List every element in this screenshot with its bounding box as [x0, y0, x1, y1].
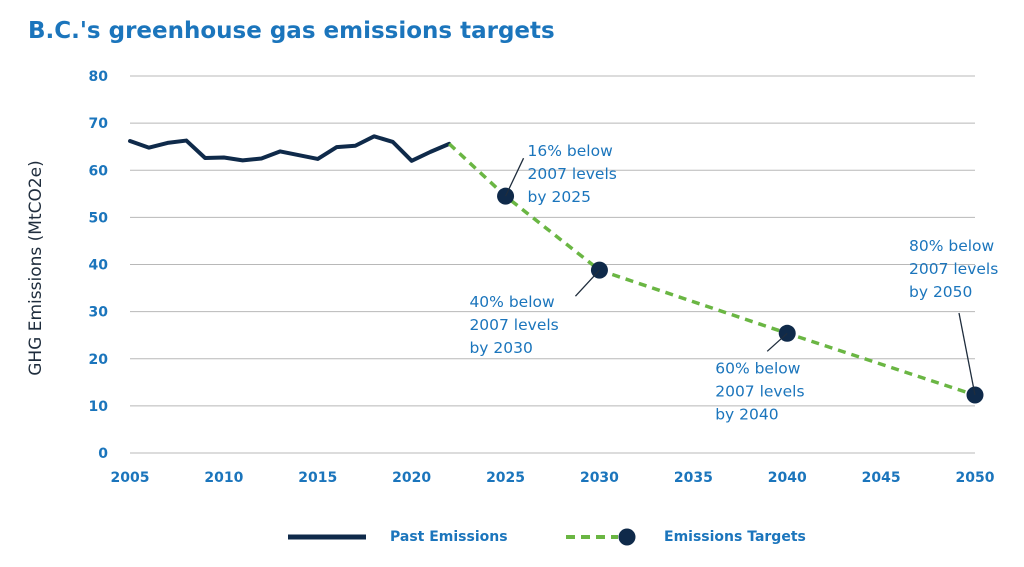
- annotation-line-2025-0: 16% below: [528, 142, 614, 160]
- x-axis-ticks: 2005 2010 2015 2020 2025 2030 2035 2040 2045 2050: [111, 470, 995, 486]
- annotation-leader-2030: [574, 269, 600, 297]
- legend: Past Emissions Emissions Targets: [288, 528, 806, 546]
- annotations: 16% below 2007 levels by 2025 40% below 2007…: [469, 142, 998, 423]
- annotation-text-2040: 60% below 2007 levels by 2040: [715, 359, 804, 423]
- y-tick-label-60: 60: [89, 163, 109, 179]
- legend-label-past-emissions: Past Emissions: [390, 529, 508, 545]
- annotation-line-2040-2: by 2040: [715, 405, 778, 423]
- legend-item-past-emissions: Past Emissions: [288, 529, 508, 545]
- y-tick-label-30: 30: [89, 305, 109, 321]
- y-axis-label: GHG Emissions (MtCO2e): [26, 160, 46, 376]
- x-tick-label-2045: 2045: [862, 470, 901, 486]
- annotation-text-2030: 40% below 2007 levels by 2030: [469, 293, 558, 357]
- y-tick-label-0: 0: [98, 446, 108, 462]
- annotation-leader-2025: [504, 157, 525, 197]
- x-tick-label-2010: 2010: [204, 470, 243, 486]
- x-tick-label-2035: 2035: [674, 470, 713, 486]
- annotation-2050: 80% below 2007 levels by 2050: [909, 237, 998, 396]
- annotation-line-2030-0: 40% below: [469, 293, 555, 311]
- y-tick-label-20: 20: [89, 352, 109, 368]
- x-tick-label-2040: 2040: [768, 470, 807, 486]
- x-tick-label-2005: 2005: [111, 470, 150, 486]
- annotation-leader-2040: [766, 332, 788, 352]
- y-axis-ticks: 0 10 20 30 40 50 60 70 80: [89, 69, 109, 462]
- annotation-line-2030-1: 2007 levels: [469, 316, 558, 334]
- legend-marker-emissions-targets: [618, 528, 636, 546]
- legend-item-emissions-targets: Emissions Targets: [566, 528, 806, 546]
- x-tick-label-2025: 2025: [486, 470, 525, 486]
- y-tick-label-50: 50: [89, 210, 109, 226]
- annotation-line-2050-0: 80% below: [909, 237, 995, 255]
- annotation-2040: 60% below 2007 levels by 2040: [715, 332, 805, 423]
- y-tick-label-40: 40: [89, 258, 109, 274]
- legend-label-emissions-targets: Emissions Targets: [664, 529, 806, 545]
- annotation-leader-2050: [958, 312, 976, 396]
- annotation-line-2030-2: by 2030: [469, 339, 532, 357]
- annotation-line-2050-2: by 2050: [909, 283, 972, 301]
- annotation-2025: 16% below 2007 levels by 2025: [504, 142, 617, 206]
- y-tick-label-70: 70: [89, 116, 109, 132]
- annotation-line-2025-1: 2007 levels: [528, 165, 617, 183]
- annotation-line-2050-1: 2007 levels: [909, 260, 998, 278]
- annotation-text-2050: 80% below 2007 levels by 2050: [909, 237, 998, 301]
- chart-title: B.C.'s greenhouse gas emissions targets: [28, 18, 555, 44]
- annotation-2030: 40% below 2007 levels by 2030: [469, 269, 600, 357]
- annotation-line-2040-1: 2007 levels: [715, 382, 804, 400]
- x-tick-label-2030: 2030: [580, 470, 619, 486]
- annotation-line-2025-2: by 2025: [528, 188, 591, 206]
- y-tick-label-80: 80: [89, 69, 109, 85]
- x-tick-label-2050: 2050: [956, 470, 995, 486]
- series-line-past-emissions: [128, 134, 452, 163]
- y-tick-label-10: 10: [89, 399, 109, 415]
- x-tick-label-2020: 2020: [392, 470, 431, 486]
- annotation-text-2025: 16% below 2007 levels by 2025: [528, 142, 617, 206]
- gridlines: [130, 75, 975, 454]
- x-tick-label-2015: 2015: [298, 470, 337, 486]
- annotation-line-2040-0: 60% below: [715, 359, 801, 377]
